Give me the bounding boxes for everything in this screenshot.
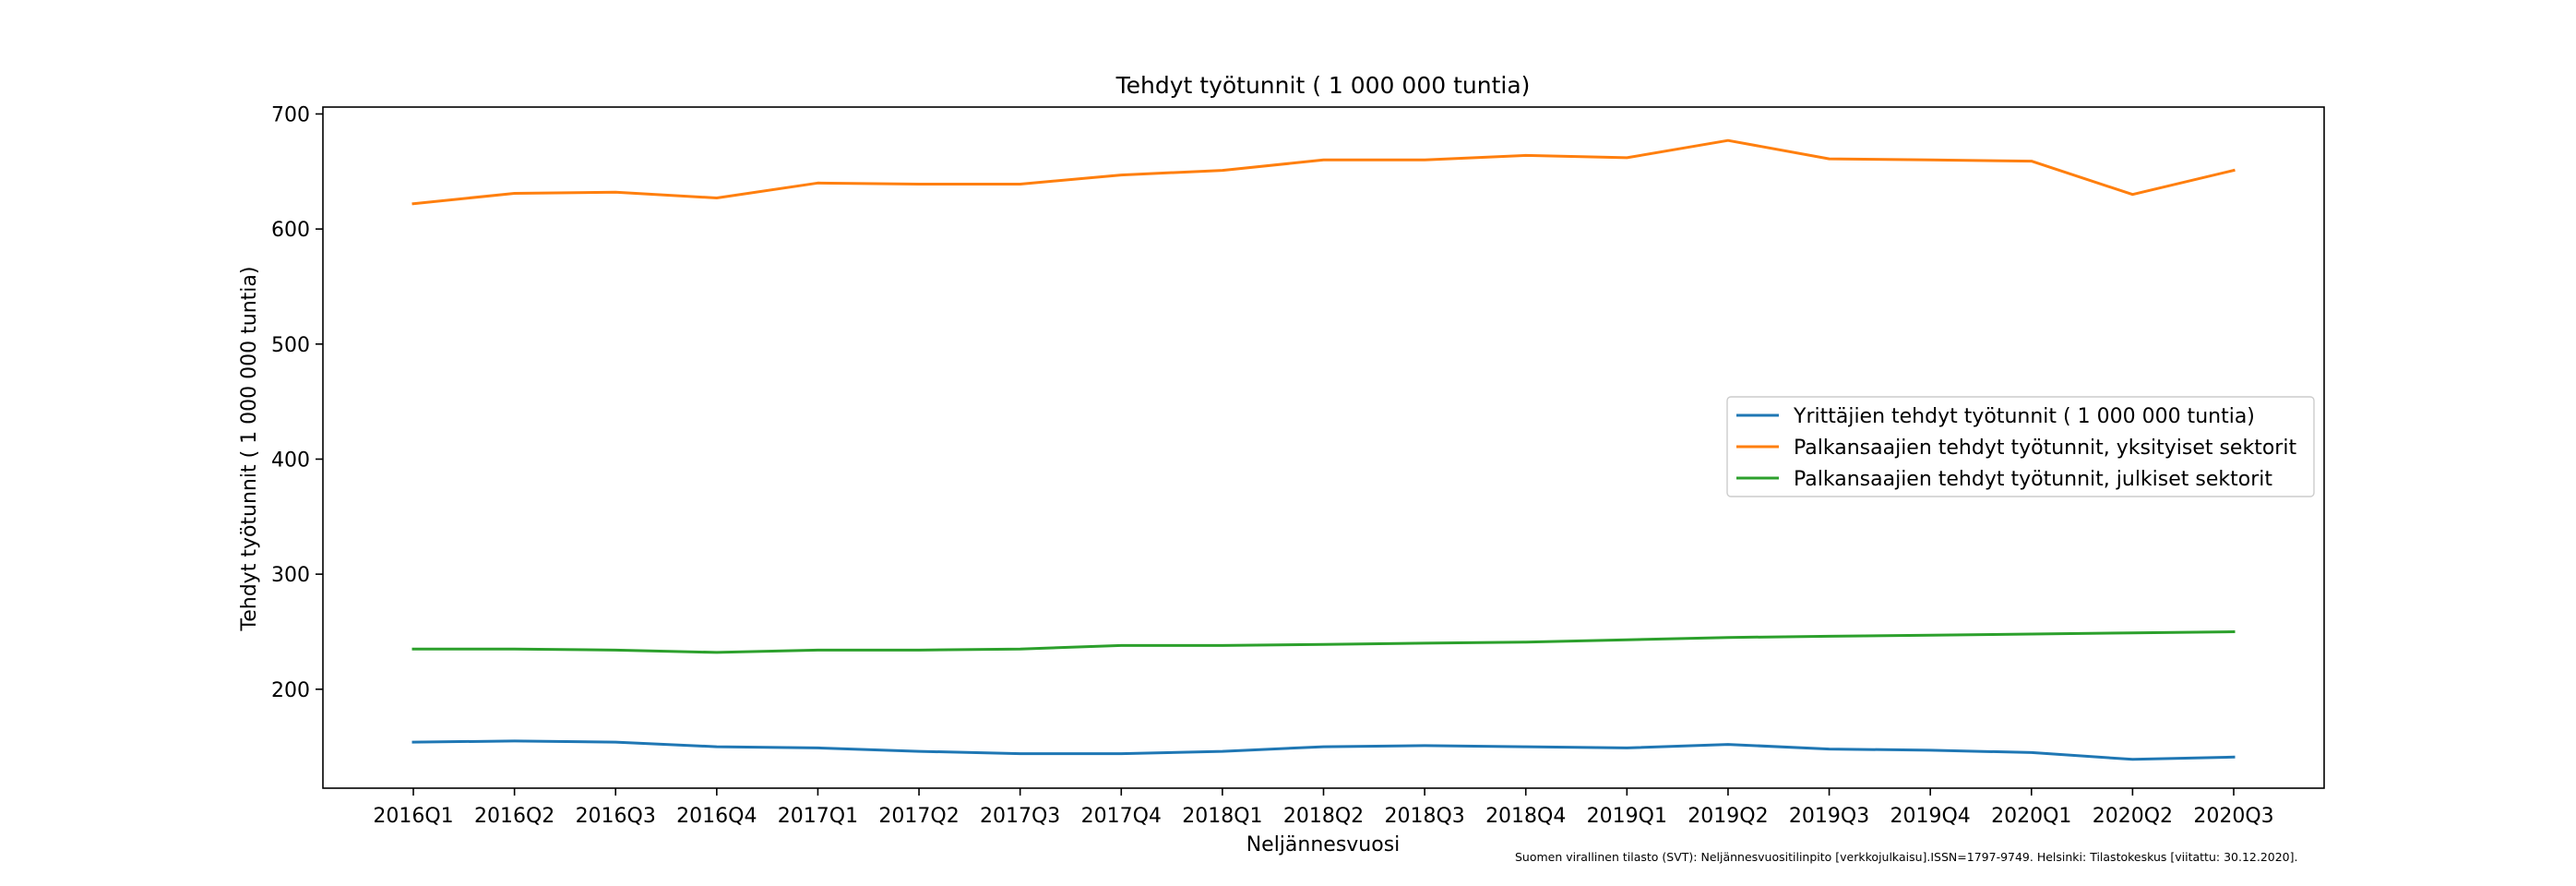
- series-line-3: [411, 629, 2236, 654]
- x-tick-label: 2017Q2: [878, 805, 959, 828]
- x-axis: 2016Q1 2016Q2 2016Q3 2016Q4 2017Q1 2017Q2 2017…: [373, 788, 2274, 828]
- x-tick-label: 2019Q4: [1890, 805, 1971, 828]
- x-axis-label: Neljännesvuosi: [1246, 833, 1401, 856]
- x-tick-label: 2019Q2: [1688, 805, 1768, 828]
- x-tick-label: 2020Q2: [2093, 805, 2173, 828]
- x-tick-label: 2017Q4: [1081, 805, 1162, 828]
- x-tick-label: 2020Q1: [1991, 805, 2071, 828]
- y-tick-label: 400: [271, 449, 310, 472]
- y-tick-label: 500: [271, 334, 310, 357]
- x-tick-label: 2020Q3: [2193, 805, 2273, 828]
- series-line-1: [411, 739, 2236, 761]
- series-line-2: [411, 138, 2236, 206]
- source-note: Suomen virallinen tilasto (SVT): Neljänn…: [1515, 850, 2298, 864]
- legend: Yrittäjien tehdyt työtunnit ( 1 000 000 …: [1726, 396, 2315, 497]
- y-axis: 200 300 400 500 600 700: [271, 103, 323, 702]
- legend-frame: [1726, 396, 2315, 497]
- x-tick-label: 2018Q2: [1283, 805, 1364, 828]
- chart-title: Tehdyt työtunnit ( 1 000 000 tuntia): [1115, 72, 1531, 99]
- x-tick-label: 2017Q3: [980, 805, 1060, 828]
- y-tick-label: 300: [271, 564, 310, 587]
- y-tick-label: 600: [271, 219, 310, 242]
- x-tick-label: 2018Q3: [1384, 805, 1464, 828]
- legend-label: Palkansaajien tehdyt työtunnit, yksityis…: [1794, 437, 2296, 460]
- x-tick-label: 2016Q3: [576, 805, 656, 828]
- legend-label: Palkansaajien tehdyt työtunnit, julkiset…: [1794, 468, 2272, 491]
- x-tick-label: 2018Q4: [1485, 805, 1566, 828]
- x-tick-label: 2019Q1: [1587, 805, 1667, 828]
- x-tick-label: 2017Q1: [778, 805, 858, 828]
- y-tick-label: 700: [271, 103, 310, 126]
- plot-area: [411, 138, 2236, 761]
- y-axis-label: Tehdyt työtunnit ( 1 000 000 tuntia): [238, 267, 261, 632]
- x-tick-label: 2018Q1: [1182, 805, 1262, 828]
- x-tick-label: 2019Q3: [1789, 805, 1869, 828]
- x-tick-label: 2016Q4: [676, 805, 757, 828]
- x-tick-label: 2016Q1: [373, 805, 453, 828]
- x-tick-label: 2016Q2: [474, 805, 555, 828]
- y-tick-label: 200: [271, 679, 310, 702]
- legend-label: Yrittäjien tehdyt työtunnit ( 1 000 000 …: [1793, 405, 2255, 428]
